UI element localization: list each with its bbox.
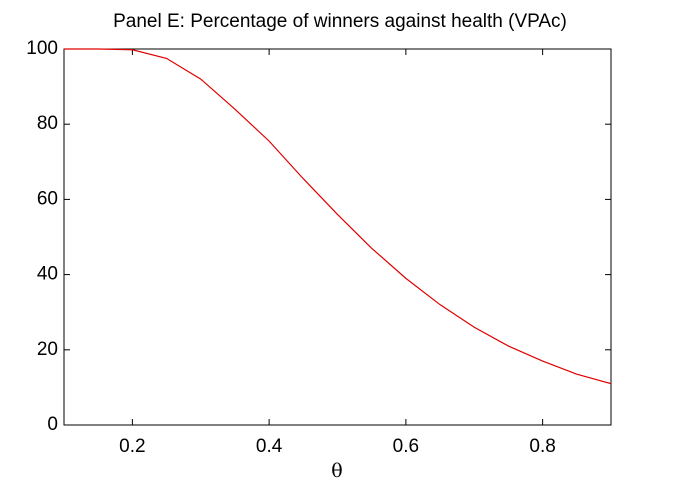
x-tick-label: 0.6 — [393, 436, 419, 457]
y-tick-label: 0 — [47, 414, 58, 435]
y-tick-label: 80 — [37, 113, 58, 134]
x-tick-label: 0.2 — [119, 436, 145, 457]
plot-frame — [63, 48, 612, 426]
x-axis-label: θ — [331, 460, 342, 482]
y-tick-label: 20 — [37, 339, 58, 360]
x-tick-label: 0.4 — [256, 436, 283, 457]
y-tick-label: 60 — [37, 188, 58, 209]
y-tick-label: 100 — [26, 38, 58, 59]
chart-title: Panel E: Percentage of winners against h… — [113, 11, 567, 32]
x-tick-label: 0.8 — [529, 436, 555, 457]
y-tick-label: 40 — [37, 264, 58, 285]
line-series — [64, 48, 612, 385]
